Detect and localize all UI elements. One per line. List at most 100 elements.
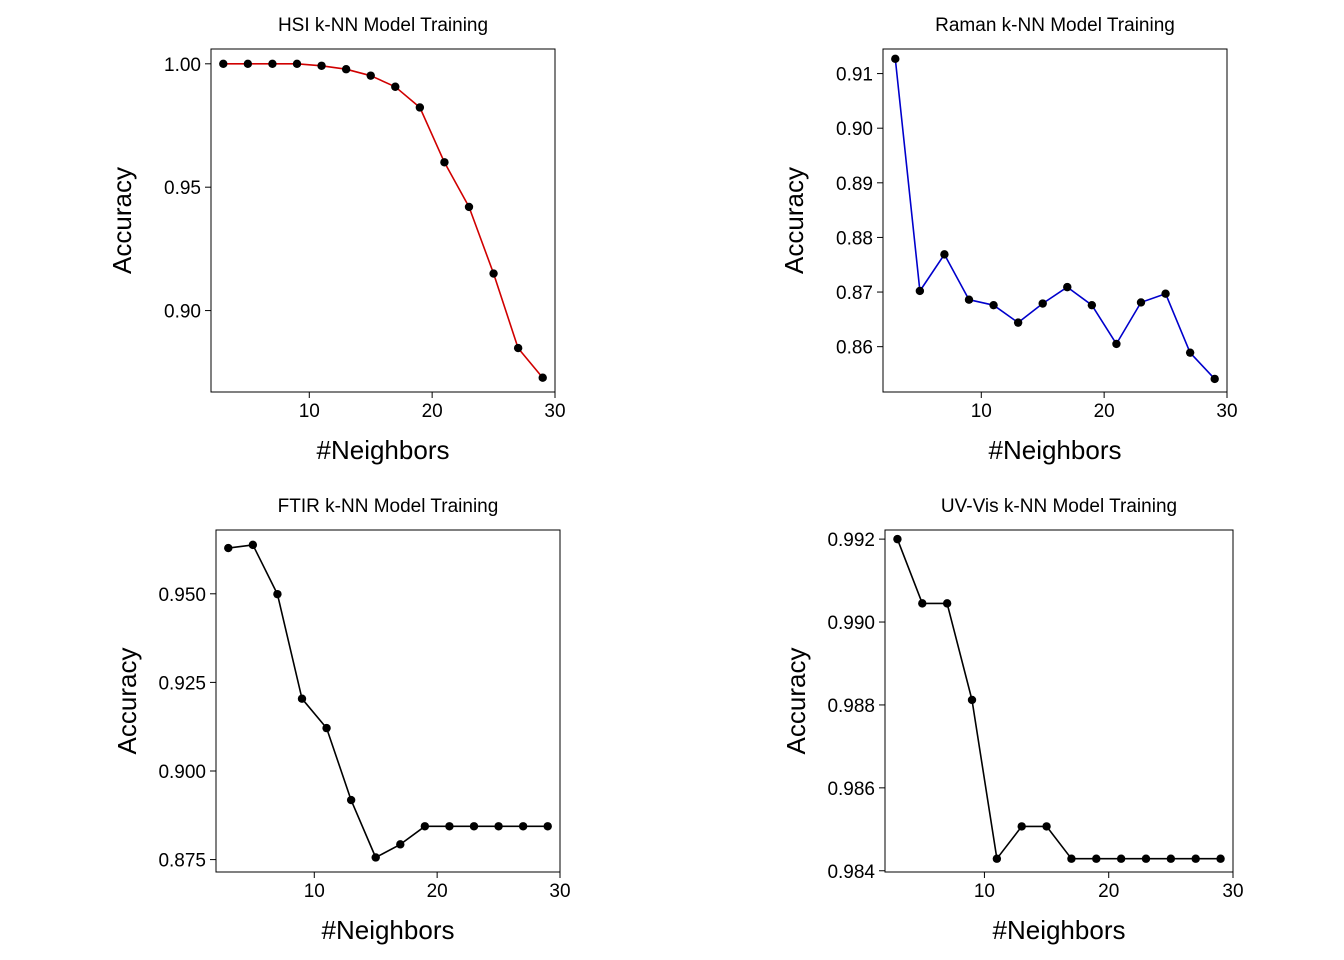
- data-point: [518, 822, 528, 831]
- y-tick-label: 0.86: [836, 338, 873, 359]
- x-tick-label: 20: [427, 881, 448, 902]
- data-point: [292, 59, 302, 69]
- data-point: [273, 589, 282, 599]
- data-point: [297, 694, 307, 703]
- y-tick-label: 0.89: [836, 174, 873, 195]
- data-point: [964, 295, 974, 304]
- data-point: [918, 599, 927, 608]
- x-axis-label: #Neighbors: [317, 435, 450, 465]
- data-point: [915, 286, 925, 296]
- y-tick-label: 0.992: [827, 530, 875, 551]
- data-point: [1063, 282, 1072, 292]
- x-axis-label: #Neighbors: [993, 915, 1126, 945]
- data-point: [1161, 289, 1170, 298]
- data-point: [1185, 348, 1195, 357]
- x-tick-label: 30: [1222, 881, 1243, 902]
- data-point: [420, 822, 430, 831]
- y-tick-label: 0.88: [836, 228, 873, 249]
- plot-frame: [884, 529, 1234, 873]
- x-tick-label: 10: [299, 401, 320, 422]
- plot-frame: [882, 48, 1228, 393]
- data-point: [1087, 300, 1097, 310]
- data-point: [248, 540, 258, 550]
- data-point: [1210, 374, 1219, 384]
- data-point: [219, 59, 228, 69]
- chart-title: FTIR k-NN Model Training: [278, 496, 499, 517]
- data-point: [1216, 854, 1225, 863]
- data-point: [415, 103, 425, 112]
- data-point: [1116, 854, 1126, 863]
- data-point: [317, 61, 326, 70]
- data-point: [893, 534, 902, 544]
- chart-title: UV-Vis k-NN Model Training: [941, 496, 1177, 517]
- data-point: [1042, 822, 1051, 831]
- data-point: [1141, 854, 1151, 863]
- panel-ftir: FTIR k-NN Model Training 10 20 30 0.875 0.900…: [112, 496, 571, 945]
- data-point: [243, 59, 253, 69]
- y-tick-label: 0.95: [164, 178, 201, 199]
- y-axis-label: Accuracy: [112, 648, 142, 755]
- x-tick-label: 20: [1098, 881, 1119, 902]
- data-point: [543, 822, 552, 831]
- data-point: [464, 202, 474, 212]
- data-point: [942, 599, 952, 608]
- y-tick-label: 0.900: [158, 762, 206, 783]
- panel-raman: Raman k-NN Model Training 10 20 30 0.86 0.87 0…: [779, 15, 1238, 465]
- y-tick-label: 0.986: [827, 779, 875, 800]
- y-axis-label: Accuracy: [107, 167, 137, 274]
- data-point: [1017, 822, 1026, 831]
- x-tick-label: 10: [971, 401, 992, 422]
- data-point: [940, 250, 949, 259]
- data-point: [445, 822, 454, 831]
- data-point: [469, 822, 479, 831]
- series-line: [896, 538, 1221, 860]
- y-tick-label: 0.91: [836, 65, 873, 86]
- y-tick-label: 0.984: [827, 862, 875, 883]
- y-axis-label: Accuracy: [779, 167, 809, 274]
- data-point: [371, 853, 380, 862]
- data-point: [1067, 854, 1076, 863]
- data-point: [366, 71, 375, 80]
- data-point: [489, 269, 498, 278]
- chart-title: Raman k-NN Model Training: [935, 15, 1175, 36]
- data-point: [440, 158, 449, 167]
- x-tick-label: 30: [544, 401, 565, 422]
- y-tick-label: 1.00: [164, 55, 201, 76]
- series-line: [223, 62, 544, 379]
- data-point: [1112, 339, 1121, 349]
- y-tick-label: 0.87: [836, 283, 873, 304]
- data-point: [538, 373, 547, 382]
- data-point: [1038, 299, 1047, 308]
- y-tick-label: 0.90: [836, 119, 873, 140]
- y-tick-label: 0.925: [158, 673, 206, 694]
- series-line: [894, 58, 1216, 380]
- data-point: [494, 822, 503, 831]
- y-tick-label: 0.988: [827, 696, 875, 717]
- data-point: [341, 65, 351, 74]
- x-tick-label: 10: [974, 881, 995, 902]
- data-point: [1092, 854, 1101, 863]
- y-tick-label: 0.875: [158, 851, 206, 872]
- chart-title: HSI k-NN Model Training: [278, 15, 488, 36]
- x-tick-label: 20: [422, 401, 443, 422]
- y-axis-label: Accuracy: [781, 648, 811, 755]
- data-point: [224, 543, 233, 553]
- x-axis-label: #Neighbors: [989, 435, 1122, 465]
- data-point: [1136, 298, 1146, 307]
- data-point: [992, 854, 1002, 863]
- data-point: [396, 840, 405, 849]
- plot-frame: [210, 48, 556, 393]
- data-point: [1013, 318, 1023, 327]
- panel-uvvis: UV-Vis k-NN Model Training 10 20 30 0.984 0.9…: [781, 496, 1244, 945]
- data-point: [967, 695, 977, 705]
- y-tick-label: 0.90: [164, 302, 201, 323]
- x-tick-label: 30: [549, 881, 570, 902]
- x-axis-label: #Neighbors: [322, 915, 455, 945]
- data-point: [322, 723, 331, 733]
- plot-frame: [215, 529, 561, 873]
- data-point: [513, 343, 523, 353]
- x-tick-label: 20: [1094, 401, 1115, 422]
- data-point: [346, 795, 356, 805]
- data-point: [989, 300, 998, 310]
